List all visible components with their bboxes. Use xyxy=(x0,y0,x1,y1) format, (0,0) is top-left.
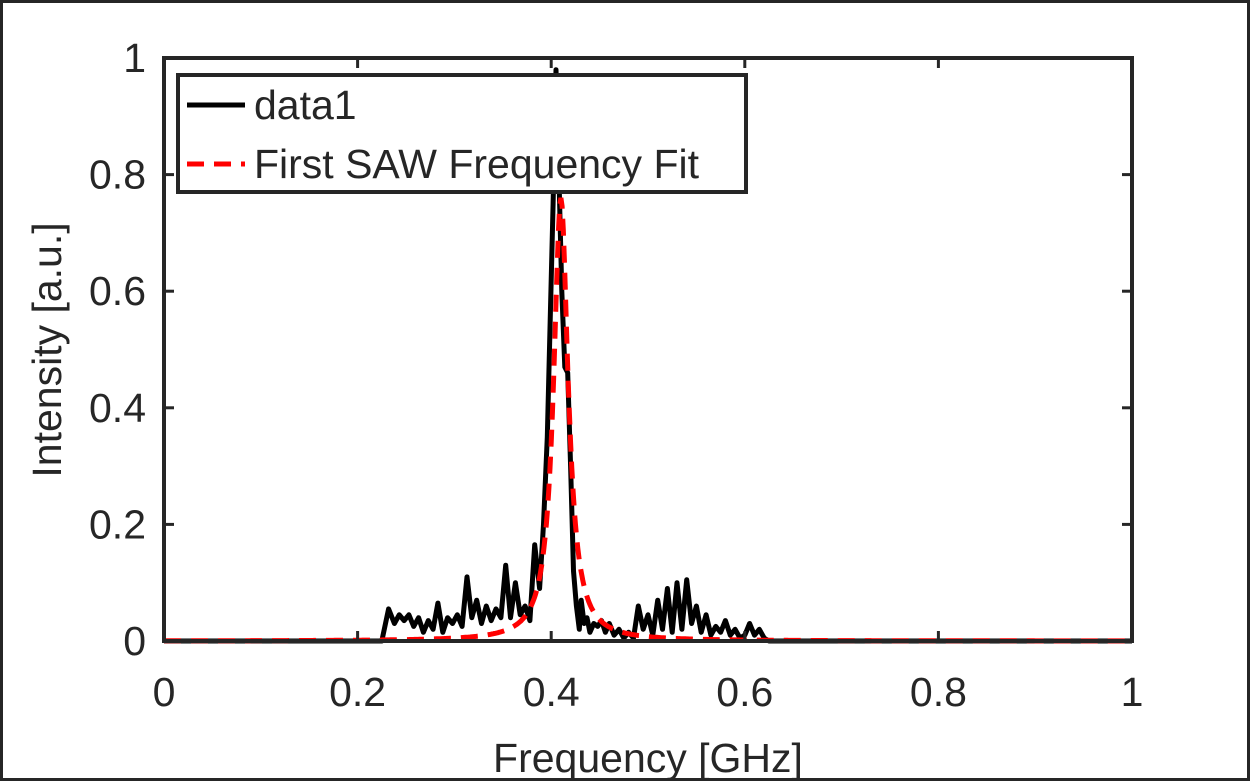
x-axis-label: Frequency [GHz] xyxy=(493,735,803,781)
plot-area-border xyxy=(162,56,1134,643)
y-axis-label: Intensity [a.u.] xyxy=(24,222,70,477)
legend-label-fit: First SAW Frequency Fit xyxy=(254,141,700,187)
x-tick-label: 1 xyxy=(1121,669,1144,715)
x-tick-label: 0.6 xyxy=(716,669,773,715)
legend-label-data1: data1 xyxy=(254,82,357,128)
legend-box xyxy=(176,73,748,194)
y-tick-label: 0 xyxy=(123,618,146,664)
y-tick-label: 0.6 xyxy=(89,268,146,314)
y-tick-label: 0.8 xyxy=(89,152,146,198)
x-tick-label: 0.4 xyxy=(523,669,580,715)
x-tick-label: 0 xyxy=(153,669,176,715)
series-line-fit xyxy=(164,197,1132,644)
legend: data1 First SAW Frequency Fit xyxy=(176,73,748,194)
y-tick-label: 0.4 xyxy=(89,385,146,431)
x-tick-label: 0.2 xyxy=(329,669,386,715)
y-tick-label: 1 xyxy=(123,35,146,81)
y-tick-label: 0.2 xyxy=(89,501,146,547)
x-tick-label: 0.8 xyxy=(910,669,967,715)
series-line-data1 xyxy=(164,67,1132,644)
